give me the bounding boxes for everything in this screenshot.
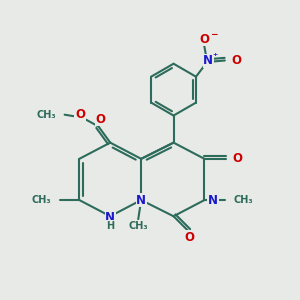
- Text: −: −: [209, 30, 217, 39]
- Text: CH₃: CH₃: [233, 195, 253, 205]
- Text: O: O: [231, 54, 241, 67]
- Text: CH₃: CH₃: [32, 195, 51, 205]
- Text: H: H: [106, 221, 114, 231]
- Text: N: N: [136, 194, 146, 207]
- Text: O: O: [232, 152, 242, 165]
- Text: N: N: [208, 194, 218, 207]
- Text: CH₃: CH₃: [36, 110, 56, 120]
- Text: N: N: [203, 54, 213, 67]
- Text: +: +: [212, 52, 218, 57]
- Text: CH₃: CH₃: [128, 221, 148, 231]
- Text: O: O: [75, 108, 85, 121]
- Text: O: O: [185, 231, 195, 244]
- Text: O: O: [199, 33, 209, 46]
- Text: N: N: [105, 211, 115, 224]
- Text: O: O: [96, 112, 106, 126]
